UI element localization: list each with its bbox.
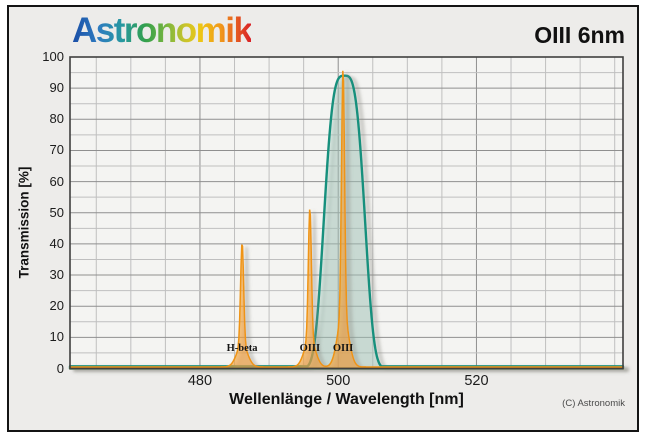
emission-line-label: H-beta xyxy=(226,343,258,354)
emission-line-label: OIII xyxy=(332,343,354,354)
y-tick-label: 30 xyxy=(49,267,64,283)
x-tick-label: 520 xyxy=(464,373,489,389)
y-tick-label: 70 xyxy=(49,142,64,158)
y-tick-label: 50 xyxy=(49,204,64,220)
astronomik-logo: Astronomik xyxy=(72,11,253,50)
y-tick-label: 90 xyxy=(49,80,64,96)
x-tick-label: 500 xyxy=(326,373,351,389)
y-tick-label: 60 xyxy=(49,173,64,189)
y-tick-label: 40 xyxy=(49,235,64,251)
x-axis-title: Wellenlänge / Wavelength [nm] xyxy=(229,391,464,408)
y-tick-label: 0 xyxy=(56,360,64,376)
x-tick-label: 480 xyxy=(187,373,213,389)
emission-line-label: OIII xyxy=(299,343,321,354)
y-tick-label: 100 xyxy=(42,49,64,64)
y-tick-label: 10 xyxy=(49,329,64,345)
y-tick-label: 20 xyxy=(49,298,64,314)
y-tick-label: 80 xyxy=(49,111,64,127)
y-axis-title: Transmission [%] xyxy=(16,166,32,279)
plot-border xyxy=(69,56,624,370)
emission-line-spectrum xyxy=(69,70,624,370)
page-title: OIII 6nm xyxy=(534,22,625,48)
copyright-text: (C) Astronomik xyxy=(562,398,625,409)
